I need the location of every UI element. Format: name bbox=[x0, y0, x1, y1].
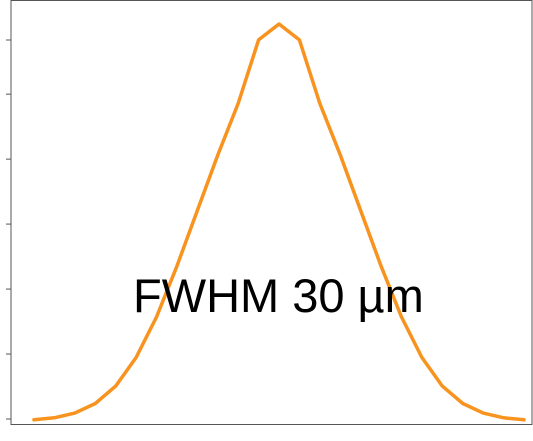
plot-frame bbox=[10, 0, 533, 425]
fwhm-annotation: FWHM 30 µm bbox=[133, 269, 424, 322]
y-ticks bbox=[6, 39, 11, 420]
series-layer bbox=[32, 22, 526, 422]
